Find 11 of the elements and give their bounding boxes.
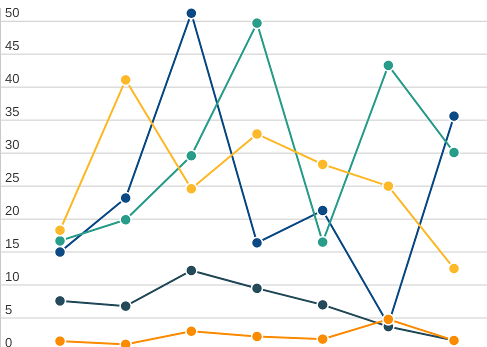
y-tick-label: 25: [5, 170, 20, 186]
y-tick-label: 45: [5, 38, 20, 54]
y-tick-label: 15: [5, 236, 20, 252]
y-tick-label: 0: [5, 335, 12, 347]
y-tick-label: 10: [5, 269, 20, 284]
y-tick-label: 40: [5, 71, 20, 86]
y-tick-label: 50: [5, 5, 20, 20]
y-tick-label: 5: [5, 302, 12, 318]
y-tick-label: 35: [5, 104, 20, 120]
y-tick-label: 30: [5, 137, 20, 152]
y-tick-label: 20: [5, 203, 20, 218]
